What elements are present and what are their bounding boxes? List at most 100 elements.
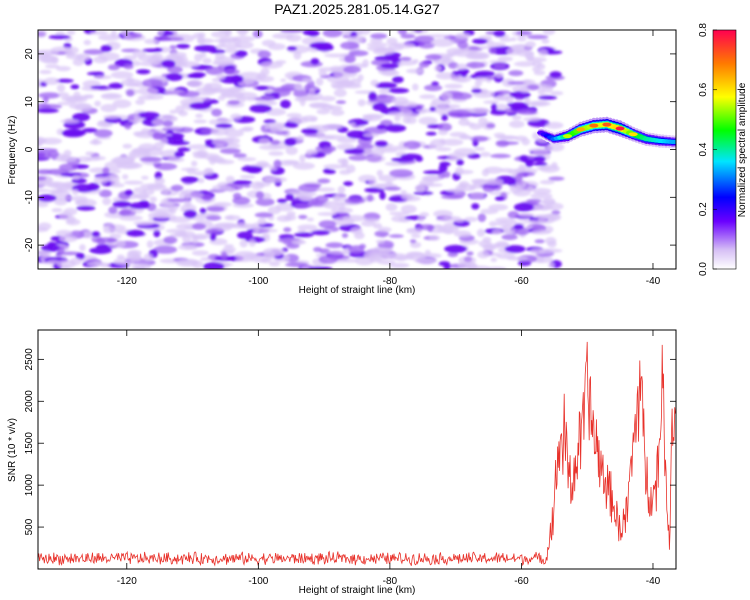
noise-blob: [380, 63, 400, 69]
noise-blob: [343, 65, 361, 74]
noise-blob: [317, 212, 337, 216]
noise-blob: [458, 256, 477, 265]
noise-blob: [191, 223, 207, 230]
noise-blob: [519, 155, 529, 162]
noise-blob: [389, 169, 414, 178]
noise-blob: [301, 128, 319, 135]
noise-blob: [304, 183, 322, 188]
noise-blob: [348, 50, 369, 57]
noise-blob: [551, 210, 561, 215]
noise-blob: [539, 180, 555, 185]
noise-blob: [228, 86, 242, 93]
noise-blob: [143, 253, 154, 262]
noise-blob: [202, 88, 225, 94]
snr-panel: -120 -100 -80 -60 -40 500 1000 1500 2000 2500 He…: [7, 329, 677, 596]
noise-blob: [193, 171, 208, 176]
noise-blob: [455, 32, 471, 39]
spectrogram-x-label: Height of straight line (km): [299, 285, 416, 296]
noise-blob: [270, 139, 281, 145]
noise-blob: [224, 129, 244, 138]
noise-blob: [135, 99, 146, 105]
noise-blob: [365, 154, 386, 163]
noise-blob: [321, 104, 334, 111]
noise-blob: [533, 155, 546, 163]
noise-blob: [441, 114, 448, 121]
spectrogram-y-ticks: -20 -10 0 10 20: [24, 48, 676, 252]
noise-blob: [97, 120, 108, 126]
noise-blob: [205, 66, 224, 75]
noise-blob: [255, 75, 275, 83]
noise-blob: [425, 54, 442, 61]
noise-blob: [371, 148, 385, 157]
noise-blob: [302, 115, 318, 122]
noise-blob: [235, 30, 250, 33]
noise-blob: [537, 217, 548, 223]
noise-blob: [168, 207, 177, 215]
snr-frame: [37, 329, 677, 570]
noise-blob: [362, 113, 385, 118]
noise-blob: [453, 148, 476, 156]
noise-blob: [75, 252, 85, 260]
signal-cell: [672, 139, 676, 144]
noise-blob: [304, 84, 312, 91]
noise-blob: [325, 242, 344, 249]
noise-blob: [426, 34, 449, 38]
noise-blob: [55, 78, 74, 83]
noise-blob: [79, 244, 86, 252]
noise-blob: [512, 188, 531, 197]
noise-blob: [545, 237, 557, 245]
noise-blob: [322, 124, 343, 130]
noise-blob: [249, 104, 272, 113]
noise-blob: [191, 250, 209, 256]
noise-blob: [344, 197, 366, 204]
noise-blob: [418, 41, 435, 49]
noise-blob: [93, 75, 112, 80]
noise-blob: [424, 249, 431, 256]
noise-blob: [346, 130, 367, 139]
noise-blob: [225, 175, 235, 183]
noise-blob: [441, 194, 464, 200]
noise-blob: [485, 266, 507, 269]
noise-blob: [141, 175, 149, 180]
noise-blob: [435, 147, 452, 152]
noise-blob: [180, 176, 199, 183]
noise-blob: [285, 262, 309, 268]
noise-blob: [548, 261, 555, 269]
noise-blob: [510, 37, 517, 42]
snr-y-ticks: 500 1000 1500 2000 2500: [24, 348, 676, 535]
noise-blob: [411, 234, 421, 239]
noise-blob: [384, 186, 402, 191]
noise-blob: [41, 244, 62, 252]
noise-blob: [377, 260, 396, 265]
noise-blob: [54, 156, 77, 162]
noise-blob: [348, 155, 369, 161]
noise-blob: [39, 69, 52, 75]
noise-blob: [532, 66, 541, 72]
noise-blob: [524, 97, 531, 104]
noise-blob: [57, 246, 65, 255]
noise-blob: [429, 106, 436, 112]
noise-blob: [226, 215, 234, 220]
noise-blob: [507, 81, 527, 85]
noise-blob: [72, 175, 81, 180]
noise-blob: [212, 184, 232, 191]
noise-blob: [486, 42, 506, 48]
noise-blob: [269, 261, 281, 267]
noise-blob: [305, 149, 318, 156]
noise-blob: [206, 206, 225, 212]
noise-blob: [456, 159, 464, 166]
noise-blob: [311, 230, 330, 236]
noise-blob: [368, 91, 377, 101]
noise-blob: [499, 37, 513, 42]
noise-blob: [225, 48, 238, 54]
noise-blob: [119, 215, 143, 221]
colorbar: 0.0 0.2 0.4 0.6 0.8 Normalized spectral ampl…: [698, 23, 748, 276]
noise-blob: [548, 176, 565, 181]
noise-blob: [495, 135, 519, 140]
noise-blob: [255, 191, 265, 200]
spectrogram-signal-trace: [537, 116, 676, 149]
noise-blob: [38, 92, 61, 99]
noise-blob: [412, 59, 419, 64]
noise-blob: [514, 61, 536, 67]
noise-blob: [191, 160, 198, 167]
